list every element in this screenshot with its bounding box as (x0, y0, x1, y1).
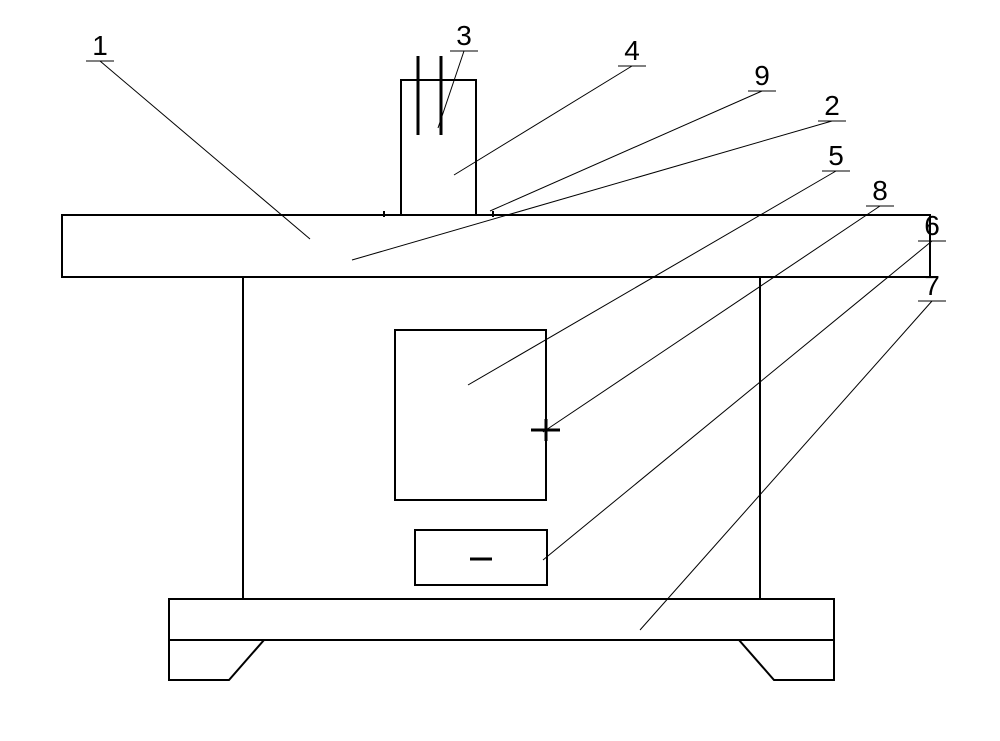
svg-text:2: 2 (824, 90, 840, 121)
svg-text:9: 9 (754, 60, 770, 91)
svg-text:4: 4 (624, 35, 640, 66)
svg-text:6: 6 (924, 210, 940, 241)
svg-text:5: 5 (828, 140, 844, 171)
svg-text:8: 8 (872, 175, 888, 206)
svg-text:3: 3 (456, 20, 472, 51)
svg-text:7: 7 (924, 270, 940, 301)
svg-text:1: 1 (92, 30, 108, 61)
